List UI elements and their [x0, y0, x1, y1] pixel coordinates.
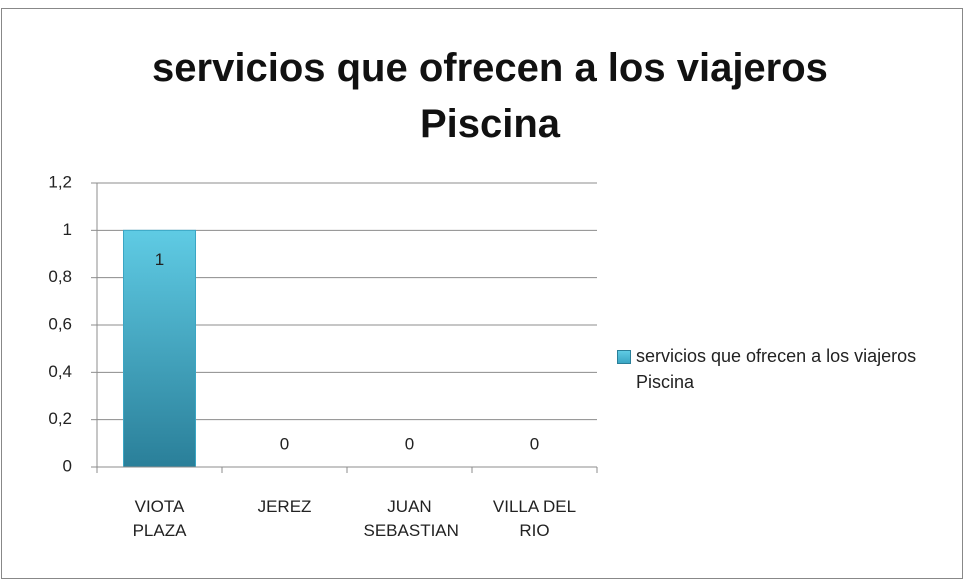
- y-tick-label: 0,4: [48, 362, 72, 381]
- x-tick-label: JUAN SEBASTIAN: [363, 497, 459, 540]
- x-tick-label: VIOTA PLAZA: [132, 497, 187, 540]
- bar: [123, 229, 196, 468]
- legend: servicios que ofrecen a los viajeros Pis…: [617, 343, 957, 395]
- chart-border: [1, 8, 963, 579]
- y-tick-label: 0,2: [48, 409, 72, 428]
- y-tick-label: 0: [63, 456, 72, 475]
- x-tick-label: VILLA DEL RIO: [492, 497, 577, 540]
- x-tick-label: JEREZ: [257, 497, 312, 516]
- y-tick-label: 0,6: [48, 314, 72, 333]
- legend-swatch: [617, 350, 631, 364]
- legend-label: servicios que ofrecen a los viajeros Pis…: [636, 346, 917, 392]
- data-label: 0: [405, 434, 414, 453]
- data-label: 1: [155, 250, 164, 269]
- y-tick-label: 0,8: [48, 267, 72, 286]
- y-tick-label: 1,2: [48, 172, 72, 191]
- y-tick-label: 1: [63, 220, 72, 239]
- chart-title: servicios que ofrecen a los viajeros Pis…: [152, 46, 828, 146]
- data-label: 0: [280, 434, 289, 453]
- data-label: 0: [530, 434, 539, 453]
